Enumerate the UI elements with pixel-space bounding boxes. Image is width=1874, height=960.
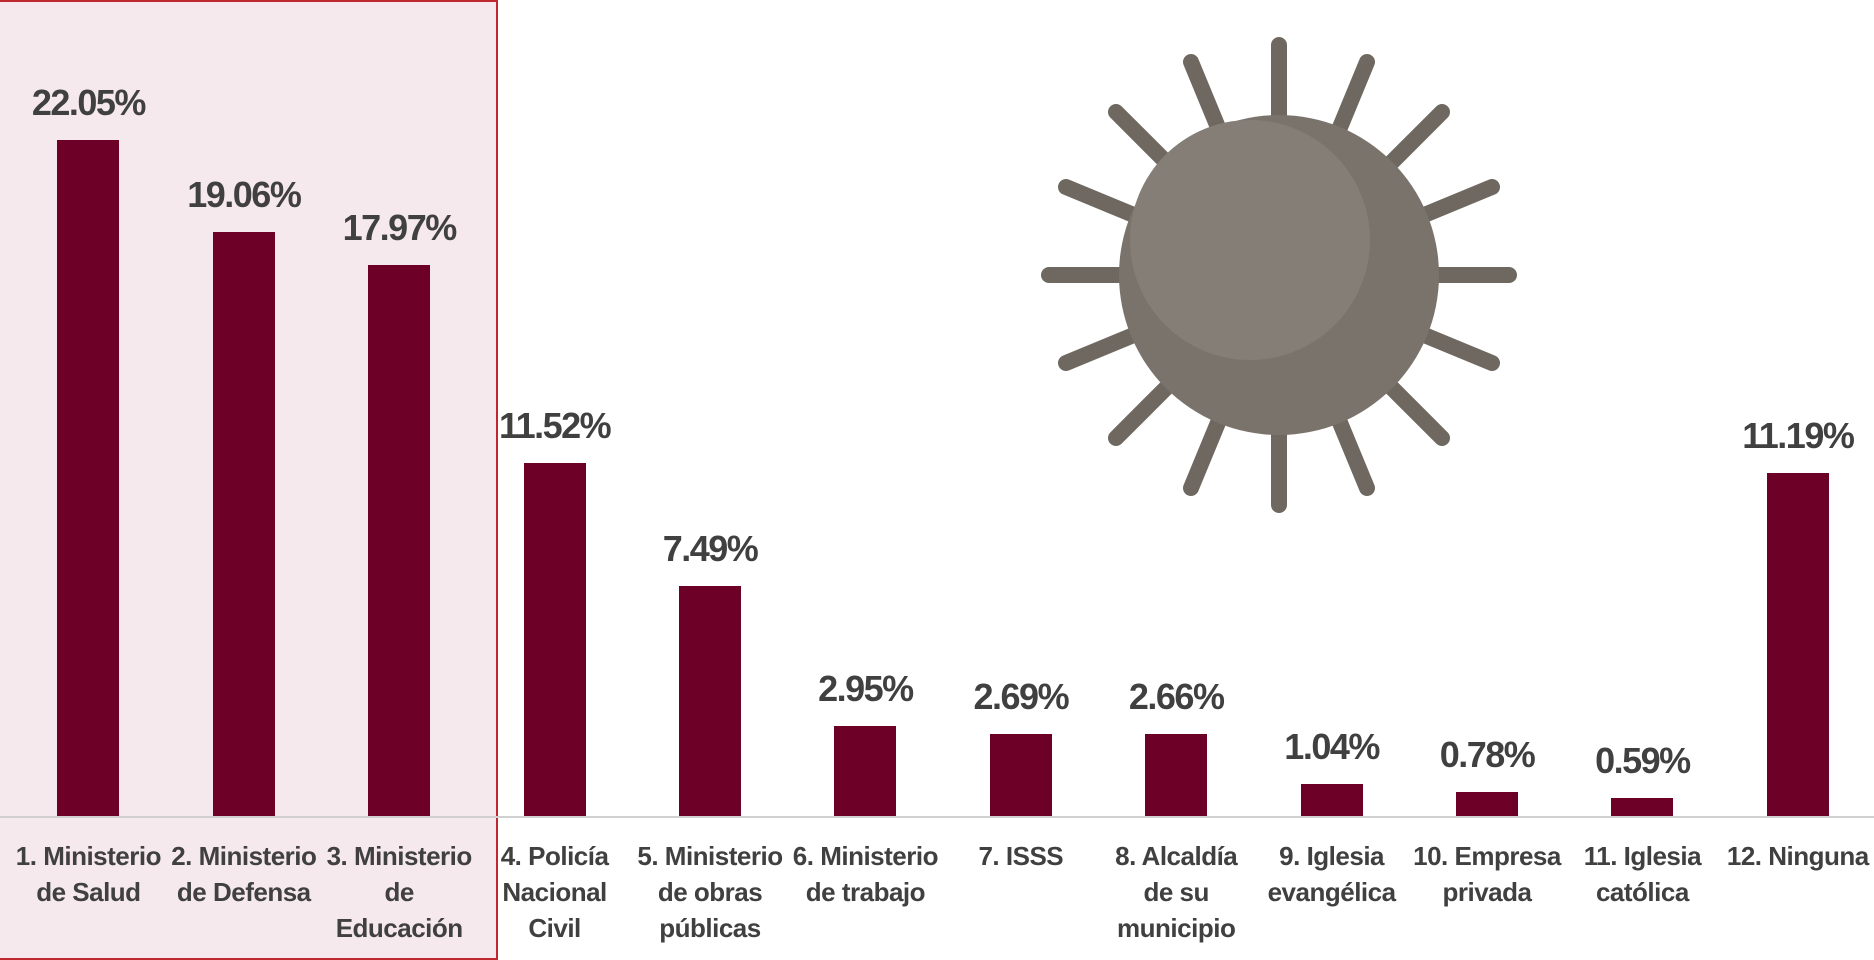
bar (1145, 734, 1208, 816)
value-label: 11.19% (1742, 414, 1855, 456)
value-label: 22.05% (31, 82, 147, 123)
bar (989, 733, 1052, 816)
bar (1611, 797, 1674, 816)
bar (1456, 792, 1518, 816)
category-label: 3. Ministerio de Educación (326, 841, 473, 943)
bar (523, 462, 586, 816)
category-label: 11. Iglesia católica (1583, 841, 1702, 907)
bar (679, 586, 741, 816)
value-label: 11.52% (499, 404, 612, 446)
virus-illustration (1041, 37, 1517, 513)
bar (212, 231, 275, 816)
category-label: 8. Alcaldía de su municipio (1115, 841, 1238, 943)
bar (368, 265, 431, 816)
value-label: 0.59% (1595, 739, 1691, 781)
value-label: 2.95% (818, 667, 914, 709)
category-label: 1. Ministerio de Salud (15, 841, 162, 907)
bar (57, 140, 120, 816)
category-label: 4. Policía Nacional Civil (500, 841, 609, 943)
value-label: 0.78% (1439, 734, 1536, 776)
value-label: 7.49% (662, 528, 759, 570)
category-label: 2. Ministerio de Defensa (171, 841, 317, 907)
value-label: 2.66% (1128, 676, 1225, 718)
category-label: 6. Ministerio de trabajo (792, 841, 939, 907)
category-label: 5. Ministerio de obras públicas (637, 841, 783, 943)
category-label: 9. Iglesia evangélica (1267, 841, 1396, 907)
value-label: 1.04% (1284, 726, 1380, 768)
bar (1766, 472, 1829, 816)
bar (834, 725, 897, 816)
category-label: 7. ISSS (978, 841, 1064, 871)
bar (1300, 784, 1363, 816)
value-label: 2.69% (973, 675, 1070, 717)
category-label: 12. Ninguna (1726, 841, 1869, 871)
value-label: 17.97% (342, 207, 458, 249)
category-label: 10. Empresa privada (1413, 841, 1561, 907)
value-label: 19.06% (187, 173, 302, 215)
